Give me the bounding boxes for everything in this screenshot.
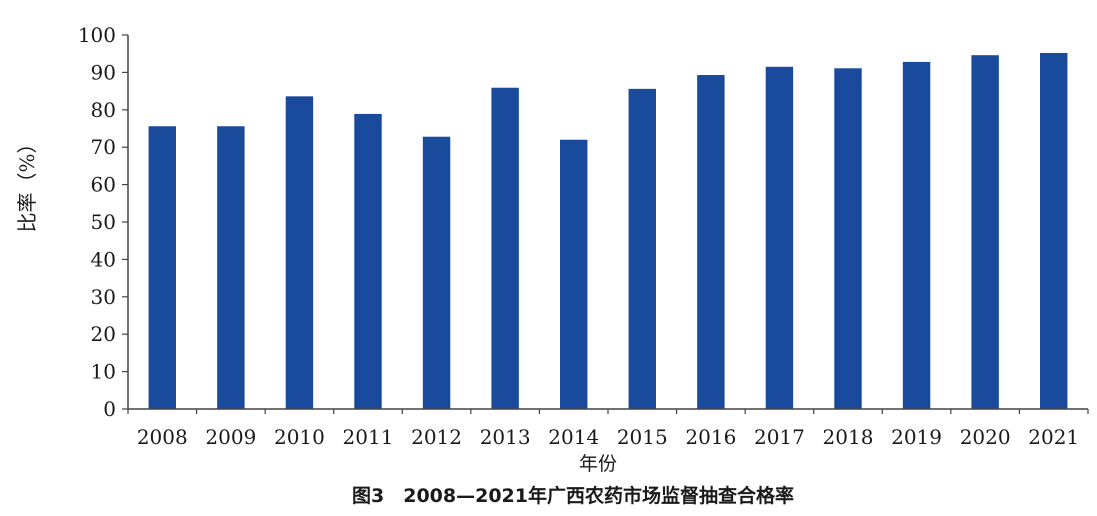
y-tick-label: 0 (103, 397, 116, 421)
y-tick-label: 90 (91, 60, 116, 84)
x-tick-label-2016: 2016 (685, 425, 736, 449)
y-axis-ticks: 0 10 20 30 40 50 60 70 80 90 100 (78, 23, 128, 421)
y-tick-label: 30 (91, 285, 116, 309)
x-tick-label-2013: 2013 (480, 425, 531, 449)
y-tick-label: 50 (91, 210, 116, 234)
y-tick-label: 20 (91, 322, 116, 346)
y-axis-label: 比率（%） (15, 133, 39, 232)
y-tick-label: 80 (91, 98, 116, 122)
x-tick-label-2020: 2020 (960, 425, 1011, 449)
x-tick-label-2015: 2015 (617, 425, 668, 449)
bars (148, 52, 1068, 410)
bar-2018 (834, 68, 862, 409)
bar-2013 (491, 87, 519, 409)
bar-2016 (697, 75, 725, 409)
x-tick-label-2008: 2008 (137, 425, 188, 449)
x-tick-label-2019: 2019 (891, 425, 942, 449)
x-tick-label-2010: 2010 (274, 425, 325, 449)
x-tick-label-2014: 2014 (548, 425, 599, 449)
bar-2008 (148, 126, 176, 410)
chart-caption: 图3 2008—2021年广西农药市场监督抽查合格率 (352, 484, 794, 507)
bar-2021 (1040, 52, 1068, 410)
x-tick-label-2012: 2012 (411, 425, 462, 449)
bar-2012 (422, 136, 451, 409)
bar-2015 (628, 88, 656, 409)
y-tick-label: 40 (91, 247, 116, 271)
bar-2019 (902, 61, 931, 409)
bar-2017 (765, 66, 794, 409)
y-tick-label: 70 (91, 135, 116, 159)
x-tick-label-2017: 2017 (754, 425, 805, 449)
x-tick-label-2018: 2018 (823, 425, 874, 449)
y-tick-label: 60 (91, 173, 116, 197)
x-axis-ticks: 2008 2009 2010 2011 2012 2013 2014 2015 2016 2017… (127, 409, 1089, 449)
bar-2011 (354, 113, 382, 409)
x-axis-label: 年份 (579, 453, 617, 475)
x-tick-label-2021: 2021 (1028, 425, 1079, 449)
x-tick-label-2009: 2009 (205, 425, 256, 449)
y-tick-label: 10 (91, 360, 116, 384)
bar-2020 (971, 55, 999, 410)
bar-2010 (285, 96, 314, 409)
y-tick-label: 100 (78, 23, 116, 47)
bar-2009 (217, 126, 245, 410)
bar-2014 (560, 139, 588, 409)
x-tick-label-2011: 2011 (343, 425, 394, 449)
